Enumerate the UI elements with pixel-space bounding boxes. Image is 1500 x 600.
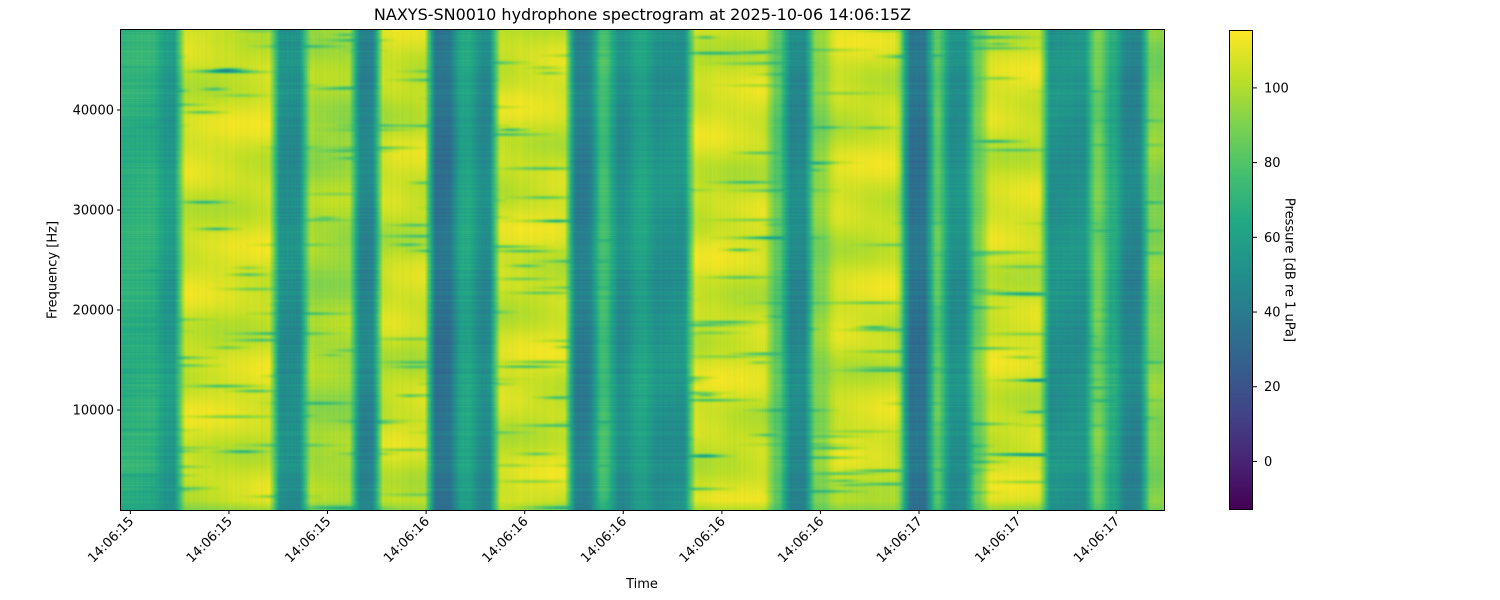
- x-tick-label: 14:06:17: [973, 514, 1025, 566]
- colorbar-label: Pressure [dB re 1 uPa]: [1281, 197, 1297, 343]
- spectrogram-plot-area: [121, 30, 1164, 510]
- x-tick-label: 14:06:16: [480, 514, 532, 566]
- x-tick-label: 14:06:16: [775, 514, 827, 566]
- x-tick-label: 14:06:15: [85, 514, 137, 566]
- spectrogram-heatmap: [121, 30, 1164, 510]
- x-tick-label: 14:06:17: [1071, 514, 1123, 566]
- colorbar-tick-label: 20: [1264, 380, 1281, 395]
- x-axis-label: Time: [626, 577, 658, 592]
- chart-title: NAXYS-SN0010 hydrophone spectrogram at 2…: [373, 5, 912, 24]
- x-tick-label: 14:06:16: [381, 514, 433, 566]
- y-tick-label: 20000: [73, 304, 114, 319]
- y-axis-label: Frequency [Hz]: [45, 220, 61, 320]
- colorbar-tick-label: 100: [1264, 81, 1289, 96]
- y-tick-label: 40000: [73, 104, 114, 119]
- colorbar-tick-label: 80: [1264, 156, 1281, 171]
- y-tick-label: 10000: [73, 404, 114, 419]
- x-tick-label: 14:06:16: [578, 514, 630, 566]
- x-tick-label: 14:06:15: [282, 514, 334, 566]
- y-tick-label: 30000: [73, 204, 114, 219]
- x-tick-label: 14:06:15: [184, 514, 236, 566]
- x-tick-label: 14:06:16: [677, 514, 729, 566]
- x-tick-label: 14:06:17: [874, 514, 926, 566]
- colorbar-tick-label: 0: [1264, 455, 1272, 470]
- colorbar: [1229, 30, 1253, 510]
- colorbar-tick-label: 60: [1264, 231, 1281, 246]
- colorbar-tick-label: 40: [1264, 306, 1281, 321]
